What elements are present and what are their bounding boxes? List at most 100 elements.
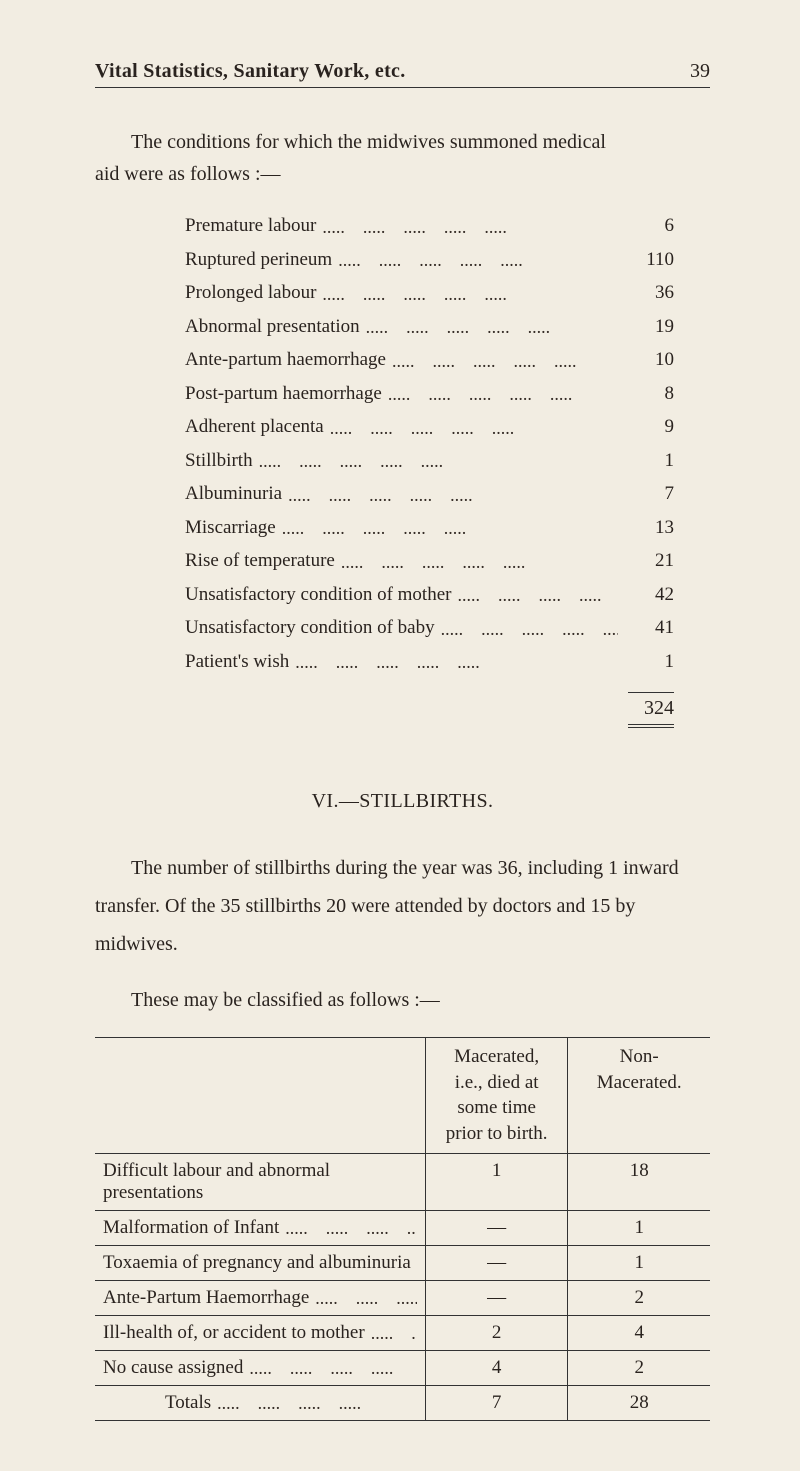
item-value: 19 bbox=[628, 313, 674, 342]
leader-dots bbox=[341, 555, 618, 576]
cell-mac: — bbox=[425, 1280, 568, 1315]
totals-non: 28 bbox=[568, 1385, 710, 1420]
item-label: Abnormal presentation bbox=[185, 313, 360, 342]
stillbirths-heading: VI.—STILLBIRTHS. bbox=[95, 790, 710, 813]
intro-line-1: The conditions for which the midwives su… bbox=[131, 131, 606, 153]
item-label: Premature labour bbox=[185, 212, 316, 241]
cell-mac: 2 bbox=[425, 1315, 568, 1350]
list-item: Patient's wish 1 bbox=[185, 648, 674, 677]
conditions-total: 324 bbox=[185, 692, 674, 728]
item-value: 1 bbox=[628, 648, 674, 677]
item-value: 1 bbox=[628, 447, 674, 476]
stillbirths-para-1: The number of stillbirths during the yea… bbox=[95, 849, 710, 963]
row-label: Ante-Partum Haemorrhage bbox=[95, 1280, 425, 1315]
total-value: 324 bbox=[628, 697, 674, 720]
list-item: Prolonged labour36 bbox=[185, 279, 674, 308]
column-header-empty bbox=[95, 1038, 425, 1154]
page: Vital Statistics, Sanitary Work, etc. 39… bbox=[0, 0, 800, 1471]
item-label: Rise of temperature bbox=[185, 547, 335, 576]
row-label-text: Ill-health of, or accident to mother bbox=[103, 1322, 365, 1344]
item-value: 7 bbox=[628, 480, 674, 509]
cell-non: 2 bbox=[568, 1280, 710, 1315]
item-value: 110 bbox=[628, 246, 674, 275]
leader-dots bbox=[366, 320, 618, 341]
table-row: Toxaemia of pregnancy and albuminuria — … bbox=[95, 1245, 710, 1280]
page-number: 39 bbox=[690, 60, 710, 83]
stillbirths-para-2: These may be classified as follows :— bbox=[95, 981, 710, 1019]
totals-label-text: Totals bbox=[165, 1392, 211, 1414]
row-label-text: Malformation of Infant bbox=[103, 1217, 279, 1239]
cell-non: 1 bbox=[568, 1245, 710, 1280]
cell-mac: 1 bbox=[425, 1153, 568, 1210]
cell-non: 2 bbox=[568, 1350, 710, 1385]
row-label: No cause assigned bbox=[95, 1350, 425, 1385]
cell-mac: 4 bbox=[425, 1350, 568, 1385]
leader-dots bbox=[388, 387, 618, 408]
leader-dots bbox=[295, 655, 618, 676]
leader-dots bbox=[285, 1218, 417, 1239]
cell-non: 18 bbox=[568, 1153, 710, 1210]
conditions-list: Premature labour6 Ruptured perineum110 P… bbox=[185, 212, 674, 676]
leader-dots bbox=[457, 588, 618, 609]
list-item: Ante-partum haemorrhage 10 bbox=[185, 346, 674, 375]
leader-dots bbox=[259, 454, 618, 475]
item-label: Stillbirth bbox=[185, 447, 253, 476]
intro-line-2: aid were as follows :— bbox=[95, 163, 281, 185]
table-row: Ante-Partum Haemorrhage — 2 bbox=[95, 1280, 710, 1315]
column-header-nonmacerated: Non- Macerated. bbox=[568, 1038, 710, 1154]
leader-dots bbox=[330, 421, 618, 442]
item-label: Ruptured perineum bbox=[185, 246, 332, 275]
table-row: Ill-health of, or accident to mother 2 4 bbox=[95, 1315, 710, 1350]
item-value: 8 bbox=[628, 380, 674, 409]
item-label: Patient's wish bbox=[185, 648, 289, 677]
total-rule-top bbox=[628, 692, 674, 693]
classification-table: Macerated, i.e., died at some time prior… bbox=[95, 1037, 710, 1421]
total-rule-bottom bbox=[628, 724, 674, 728]
totals-mac: 7 bbox=[425, 1385, 568, 1420]
leader-dots bbox=[322, 287, 618, 308]
row-label-text: Toxaemia of pregnancy and albuminuria bbox=[103, 1252, 411, 1274]
leader-dots bbox=[249, 1358, 416, 1379]
table-row: Difficult labour and abnormal presentati… bbox=[95, 1153, 710, 1210]
row-label: Malformation of Infant bbox=[95, 1210, 425, 1245]
item-value: 6 bbox=[628, 212, 674, 241]
leader-dots bbox=[371, 1323, 417, 1344]
list-item: Miscarriage 13 bbox=[185, 514, 674, 543]
list-item: Ruptured perineum 110 bbox=[185, 246, 674, 275]
para-text: These may be classified as follows :— bbox=[131, 989, 440, 1011]
intro-paragraph: The conditions for which the midwives su… bbox=[95, 126, 710, 190]
leader-dots bbox=[217, 1393, 417, 1414]
list-item: Premature labour 6 bbox=[185, 212, 674, 241]
item-value: 10 bbox=[628, 346, 674, 375]
para-text: The number of stillbirths during the yea… bbox=[95, 857, 679, 955]
item-label: Unsatisfactory condition of mother bbox=[185, 581, 451, 610]
item-label: Unsatisfactory condition of baby bbox=[185, 614, 435, 643]
row-label: Difficult labour and abnormal presentati… bbox=[95, 1153, 425, 1210]
item-label: Ante-partum haemorrhage bbox=[185, 346, 386, 375]
item-value: 21 bbox=[628, 547, 674, 576]
item-label: Adherent placenta bbox=[185, 413, 324, 442]
item-value: 42 bbox=[628, 581, 674, 610]
item-label: Post-partum haemorrhage bbox=[185, 380, 382, 409]
list-item: Post-partum haemorrhage 8 bbox=[185, 380, 674, 409]
leader-dots bbox=[392, 354, 618, 375]
cell-non: 4 bbox=[568, 1315, 710, 1350]
column-header-macerated: Macerated, i.e., died at some time prior… bbox=[425, 1038, 568, 1154]
cell-non: 1 bbox=[568, 1210, 710, 1245]
item-value: 13 bbox=[628, 514, 674, 543]
leader-dots bbox=[315, 1288, 417, 1309]
item-value: 9 bbox=[628, 413, 674, 442]
table-totals-row: Totals 7 28 bbox=[95, 1385, 710, 1420]
leader-dots bbox=[282, 521, 618, 542]
item-label: Miscarriage bbox=[185, 514, 276, 543]
leader-dots bbox=[288, 488, 618, 509]
row-label: Toxaemia of pregnancy and albuminuria bbox=[95, 1245, 425, 1280]
leader-dots bbox=[322, 220, 618, 241]
row-label-text: No cause assigned bbox=[103, 1357, 243, 1379]
list-item: Abnormal presentation 19 bbox=[185, 313, 674, 342]
row-label: Ill-health of, or accident to mother bbox=[95, 1315, 425, 1350]
row-label-text: Ante-Partum Haemorrhage bbox=[103, 1287, 309, 1309]
list-item: Rise of temperature 21 bbox=[185, 547, 674, 576]
cell-mac: — bbox=[425, 1245, 568, 1280]
list-item: Unsatisfactory condition of baby41 bbox=[185, 614, 674, 643]
